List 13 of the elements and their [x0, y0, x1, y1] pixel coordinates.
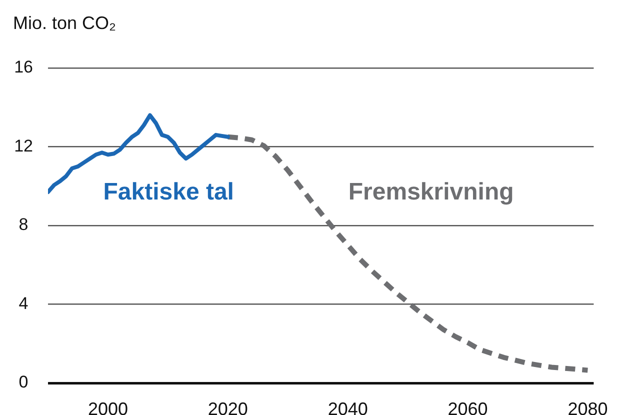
- x-tick-label: 2040: [328, 398, 368, 415]
- x-tick-label: 2000: [88, 398, 128, 415]
- y-axis-title: Mio. ton CO₂: [13, 13, 116, 33]
- y-tick-label: 8: [18, 215, 28, 234]
- y-tick-label: 0: [18, 372, 28, 392]
- x-tick-label: 2060: [448, 398, 488, 415]
- y-tick-label: 16: [14, 58, 34, 77]
- y-tick-label: 4: [18, 294, 28, 313]
- series-label: Faktiske tal: [103, 178, 234, 206]
- x-tick-label: 2020: [208, 398, 248, 415]
- series-label: Fremskrivning: [348, 178, 514, 206]
- x-tick-label: 2080: [568, 398, 608, 415]
- y-tick-label: 12: [14, 136, 34, 156]
